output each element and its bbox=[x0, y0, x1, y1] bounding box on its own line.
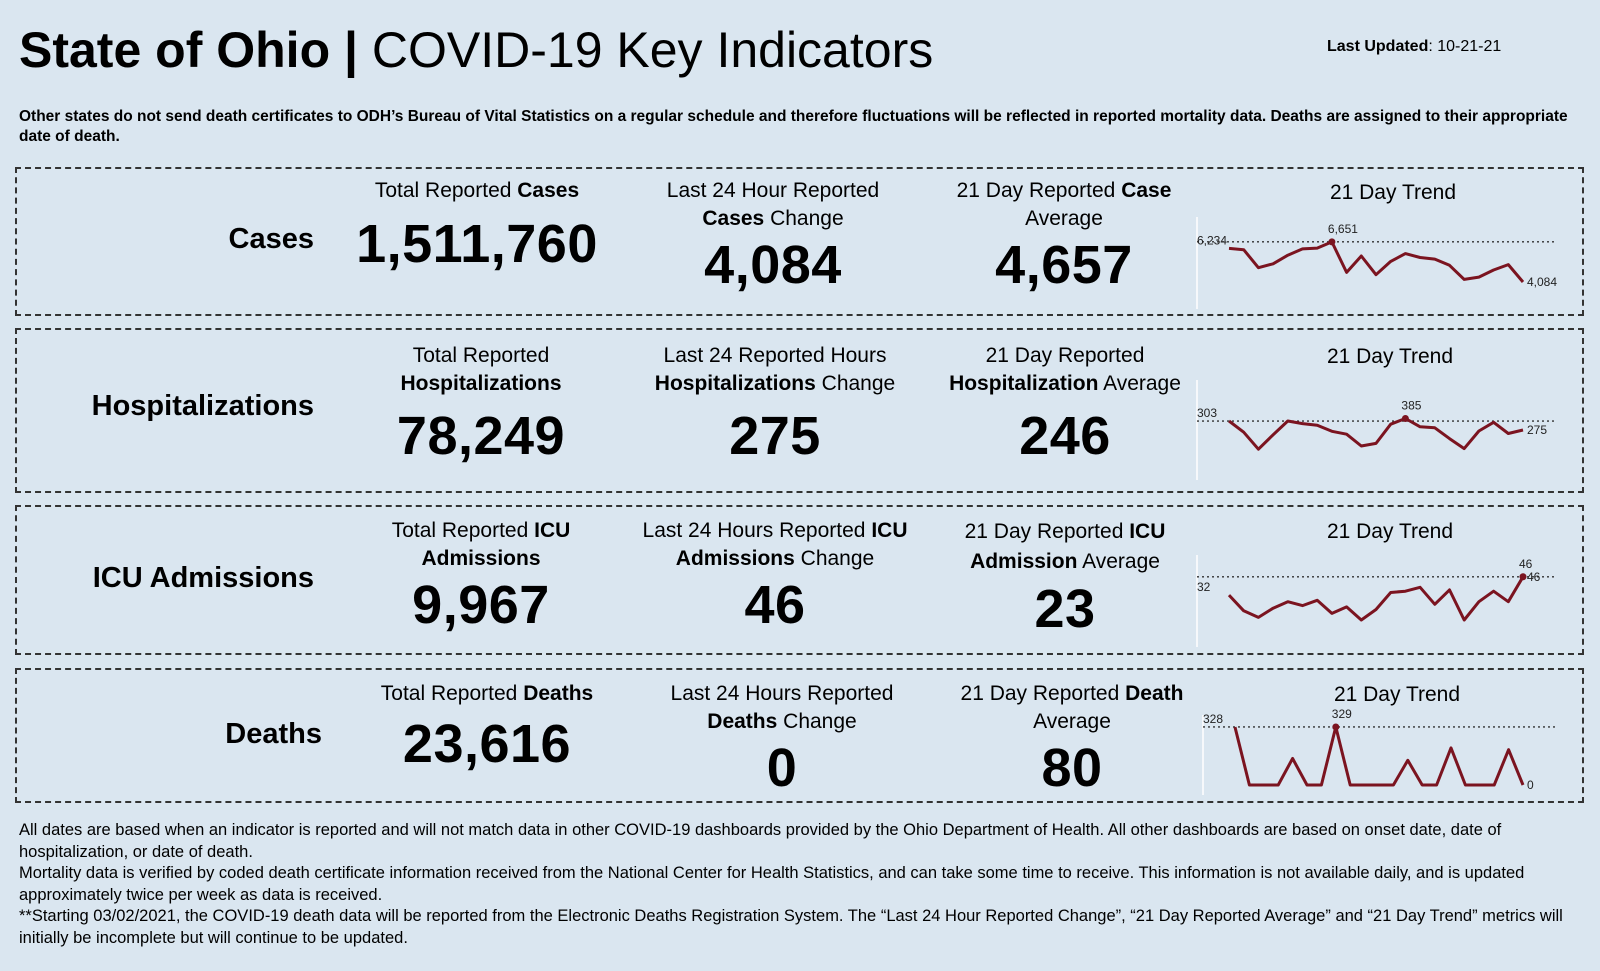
last-updated: Last Updated: 10-21-21 bbox=[1327, 38, 1501, 56]
footer-note-mortality: Mortality data is verified by coded deat… bbox=[19, 864, 1525, 904]
metric-label: 21 Day Reported Case Average bbox=[956, 179, 1172, 230]
row-label-cases: Cases bbox=[228, 223, 314, 255]
icu-admissions-panel: ICU Admissions Total Reported ICU Admiss… bbox=[15, 505, 1584, 655]
trend-label-max: 385 bbox=[1401, 398, 1421, 412]
hospitalizations-21day-average-metric: 21 Day Reported Hospitalization Average … bbox=[885, 342, 1245, 468]
header: State of Ohio | COVID-19 Key Indicators … bbox=[19, 20, 1579, 90]
metric-value: 1,511,760 bbox=[356, 214, 598, 274]
metric-value: 9,967 bbox=[412, 575, 550, 635]
cases-21day-average-metric: 21 Day Reported Case Average 4,657 bbox=[904, 177, 1224, 297]
cases-panel: Cases Total Reported Cases 1,511,760 Las… bbox=[15, 167, 1584, 316]
deaths-24h-change-metric: Last 24 Hours Reported Deaths Change 0 bbox=[602, 680, 962, 800]
icu-24h-change-metric: Last 24 Hours Reported ICU Admissions Ch… bbox=[595, 517, 955, 637]
last-updated-value: : 10-21-21 bbox=[1428, 38, 1502, 55]
trend-label-first: 328 bbox=[1203, 712, 1223, 726]
metric-label: Total Reported Deaths bbox=[380, 682, 594, 705]
metric-label: Last 24 Hours Reported Deaths Change bbox=[670, 682, 894, 733]
metric-value: 246 bbox=[1019, 406, 1111, 466]
hospitalizations-trend-chart: 303 385 275 bbox=[1196, 380, 1557, 480]
metric-label: 21 Day Reported Death Average bbox=[960, 682, 1184, 733]
total-icu-admissions-metric: Total Reported ICU Admissions 9,967 bbox=[321, 517, 641, 637]
icu-21day-average-metric: 21 Day Reported ICU Admission Average 23 bbox=[885, 517, 1245, 641]
trend-line bbox=[1228, 240, 1525, 283]
deaths-trend-chart: 328 329 0 bbox=[1202, 707, 1557, 795]
metric-value: 275 bbox=[729, 406, 821, 466]
mortality-note: Other states do not send death certifica… bbox=[19, 108, 1568, 145]
metric-value: 0 bbox=[766, 738, 798, 798]
footer-note-dates: All dates are based when an indicator is… bbox=[19, 821, 1502, 861]
trend-title: 21 Day Trend bbox=[1326, 520, 1454, 543]
metric-value: 23,616 bbox=[402, 714, 572, 774]
footer-notes: All dates are based when an indicator is… bbox=[19, 820, 1589, 949]
metric-label: 21 Day Reported Hospitalization Average bbox=[949, 344, 1181, 395]
trend-max-point bbox=[1519, 573, 1527, 581]
footer-note-edrs: **Starting 03/02/2021, the COVID-19 deat… bbox=[19, 907, 1563, 947]
trend-label-first: 6,234 bbox=[1197, 233, 1227, 247]
trend-max-point bbox=[1332, 723, 1340, 731]
metric-value: 78,249 bbox=[396, 406, 566, 466]
total-hospitalizations-metric: Total Reported Hospitalizations 78,249 bbox=[321, 342, 641, 468]
metric-label: Total Reported Cases bbox=[374, 179, 580, 202]
hospitalizations-24h-change-metric: Last 24 Reported Hours Hospitalizations … bbox=[595, 342, 955, 468]
metric-label: Total Reported Hospitalizations bbox=[400, 344, 562, 395]
total-cases-metric: Total Reported Cases 1,511,760 bbox=[317, 177, 637, 276]
trend-line bbox=[1227, 576, 1525, 622]
row-label-hospitalizations: Hospitalizations bbox=[91, 390, 314, 422]
cases-24h-change-metric: Last 24 Hour Reported Cases Change 4,084 bbox=[613, 177, 933, 297]
row-label-icu-admissions: ICU Admissions bbox=[92, 562, 314, 594]
metric-label: Last 24 Hours Reported ICU Admissions Ch… bbox=[642, 519, 908, 570]
trend-label-last: 4,084 bbox=[1527, 275, 1557, 289]
trend-max-point bbox=[1401, 414, 1409, 422]
metric-value: 46 bbox=[744, 575, 806, 635]
metric-label: 21 Day Reported ICU Admission Average bbox=[964, 520, 1166, 573]
page-title: State of Ohio | COVID-19 Key Indicators bbox=[19, 20, 933, 80]
title-state: State of Ohio | bbox=[19, 22, 372, 78]
trend-title: 21 Day Trend bbox=[1333, 683, 1461, 706]
trend-max-point bbox=[1328, 238, 1336, 246]
trend-label-max: 6,651 bbox=[1328, 222, 1358, 236]
metric-label: Last 24 Reported Hours Hospitalizations … bbox=[654, 344, 896, 395]
deaths-panel: Deaths Total Reported Deaths 23,616 Last… bbox=[15, 668, 1584, 803]
trend-label-last: 46 bbox=[1527, 570, 1541, 584]
deaths-21day-average-metric: 21 Day Reported Death Average 80 bbox=[892, 680, 1252, 800]
trend-line bbox=[1228, 417, 1524, 451]
metric-label: Last 24 Hour Reported Cases Change bbox=[666, 179, 880, 230]
trend-label-last: 275 bbox=[1527, 423, 1547, 437]
trend-title: 21 Day Trend bbox=[1326, 345, 1454, 368]
trend-label-max: 46 bbox=[1519, 557, 1533, 571]
metric-label: Total Reported ICU Admissions bbox=[391, 519, 571, 570]
hospitalizations-panel: Hospitalizations Total Reported Hospital… bbox=[15, 328, 1584, 493]
row-label-deaths: Deaths bbox=[225, 718, 322, 750]
total-deaths-metric: Total Reported Deaths 23,616 bbox=[327, 680, 647, 776]
metric-value: 23 bbox=[1034, 579, 1096, 639]
trend-label-max: 329 bbox=[1332, 707, 1352, 721]
metric-value: 80 bbox=[1041, 738, 1103, 798]
metric-value: 4,657 bbox=[995, 235, 1133, 295]
trend-label-last: 0 bbox=[1527, 778, 1534, 792]
title-rest: COVID-19 Key Indicators bbox=[371, 22, 934, 78]
cases-trend-chart: 6,234 6,651 4,084 bbox=[1196, 217, 1557, 309]
last-updated-label: Last Updated bbox=[1327, 38, 1429, 55]
metric-value: 4,084 bbox=[704, 235, 842, 295]
trend-label-first: 303 bbox=[1197, 406, 1217, 420]
trend-label-first: 32 bbox=[1197, 580, 1211, 594]
trend-title: 21 Day Trend bbox=[1329, 181, 1457, 204]
trend-line bbox=[1233, 725, 1525, 787]
